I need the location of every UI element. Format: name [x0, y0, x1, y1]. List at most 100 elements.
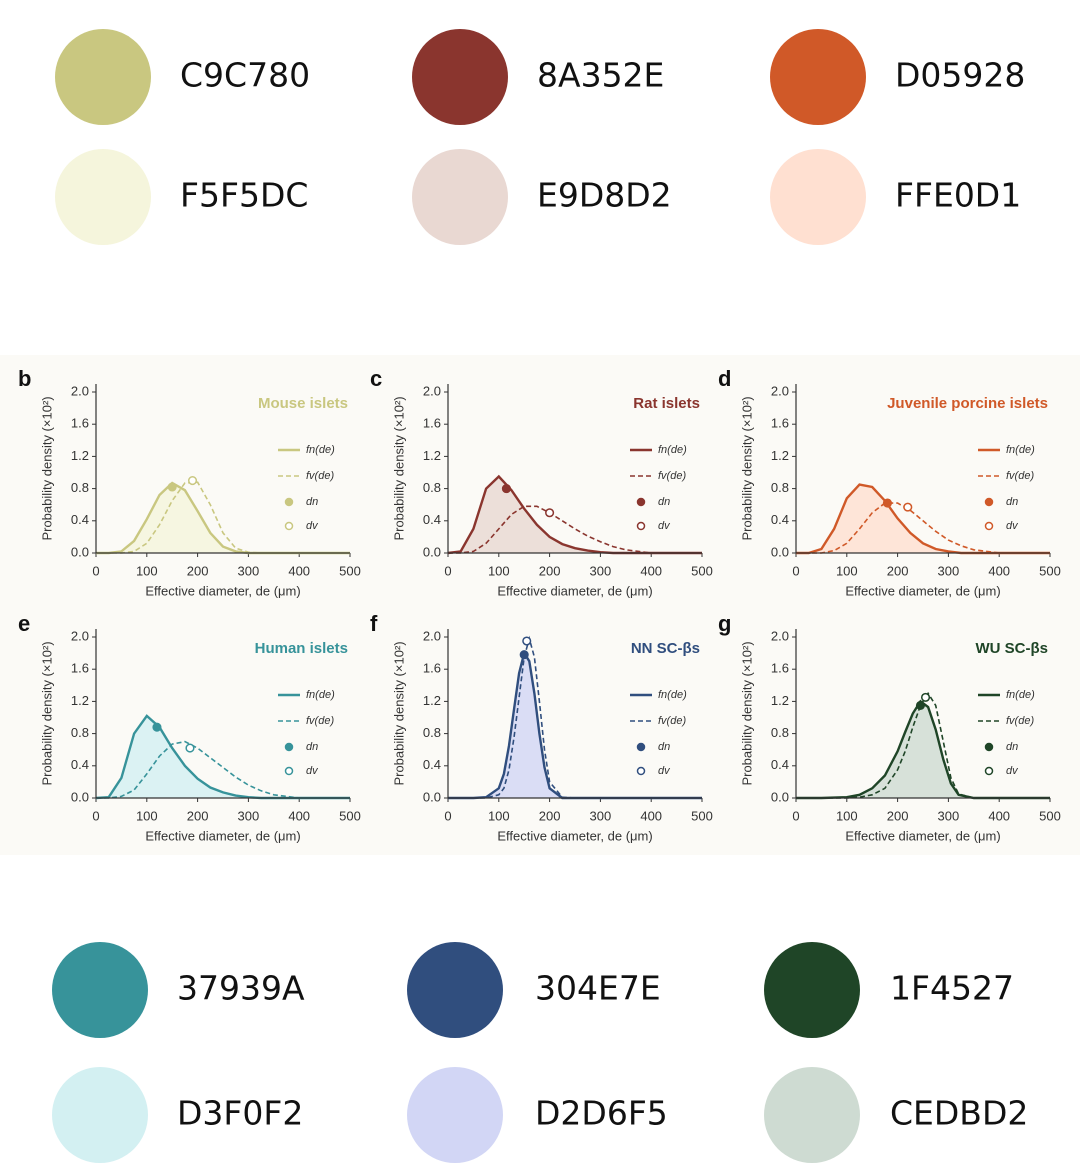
legend-label: dv: [306, 520, 319, 532]
legend-label: fn(de): [658, 689, 687, 701]
color-hex-label: 37939A: [177, 969, 305, 1008]
legend-marker: [984, 766, 994, 776]
y-tick-label: 0.8: [771, 725, 789, 740]
mean-marker: [185, 743, 195, 753]
color-hex-label: 304E7E: [535, 969, 661, 1008]
panel-letter: f: [370, 611, 378, 636]
legend-marker: [284, 521, 294, 531]
x-tick-label: 200: [187, 808, 209, 823]
legend-label: fv(de): [1006, 715, 1034, 727]
color-hex-label: C9C780: [180, 56, 310, 95]
x-tick-label: 200: [887, 563, 909, 578]
area: [96, 715, 350, 798]
chart-title: Mouse islets: [258, 395, 348, 412]
y-tick-label: 1.6: [771, 416, 789, 431]
x-tick-label: 0: [92, 808, 99, 823]
x-axis-label: Effective diameter, de (μm): [845, 583, 1000, 598]
color-hex-label: D05928: [895, 56, 1025, 95]
x-tick-label: 100: [488, 563, 510, 578]
x-tick-label: 500: [691, 563, 713, 578]
y-tick-label: 1.6: [71, 416, 89, 431]
chart-title: Human islets: [255, 640, 348, 657]
y-tick-label: 0.4: [423, 512, 441, 527]
y-axis-label: Probability density (×10²): [391, 641, 406, 785]
x-tick-label: 100: [488, 808, 510, 823]
panel-letter: e: [18, 611, 30, 636]
legend-label: dn: [658, 496, 670, 508]
legend-label: dv: [1006, 765, 1019, 777]
legend-label: fv(de): [306, 715, 334, 727]
area: [796, 701, 1050, 798]
mean-marker: [501, 484, 511, 494]
panel-letter: b: [18, 366, 31, 391]
x-tick-label: 200: [539, 563, 561, 578]
mean-marker: [920, 692, 931, 702]
chart-title: Rat islets: [633, 395, 700, 412]
y-axis-label: Probability density (×10²): [739, 396, 754, 540]
legend-marker: [636, 766, 646, 776]
y-tick-label: 0.8: [71, 480, 89, 495]
line: [796, 502, 1050, 554]
area: [448, 476, 702, 553]
y-tick-label: 0.8: [423, 725, 441, 740]
y-tick-label: 1.6: [423, 661, 441, 676]
area: [796, 484, 1050, 553]
chart-title: NN SC-βs: [631, 640, 700, 657]
x-tick-label: 0: [92, 563, 99, 578]
y-tick-label: 1.6: [771, 661, 789, 676]
y-tick-label: 2.0: [71, 383, 89, 398]
color-swatch: [412, 29, 508, 125]
chart-title: WU SC-βs: [976, 640, 1049, 657]
x-tick-label: 500: [691, 808, 713, 823]
x-tick-label: 200: [539, 808, 561, 823]
y-tick-label: 2.0: [771, 383, 789, 398]
color-swatch: [412, 149, 508, 245]
x-tick-label: 400: [288, 808, 310, 823]
legend-label: fv(de): [658, 715, 686, 727]
x-tick-label: 300: [238, 808, 260, 823]
x-tick-label: 400: [640, 808, 662, 823]
y-tick-label: 0.8: [71, 725, 89, 740]
color-swatch: [764, 1067, 860, 1163]
y-tick-label: 1.6: [71, 661, 89, 676]
x-tick-label: 300: [590, 563, 612, 578]
color-hex-label: D3F0F2: [177, 1094, 303, 1133]
legend-label: fn(de): [306, 689, 335, 701]
mean-marker: [915, 700, 926, 710]
legend-label: dn: [1006, 496, 1018, 508]
y-tick-label: 0.4: [423, 757, 441, 772]
mean-marker: [522, 636, 532, 646]
x-tick-label: 400: [640, 563, 662, 578]
y-tick-label: 0.0: [423, 789, 441, 804]
y-tick-label: 1.2: [771, 448, 789, 463]
x-axis-label: Effective diameter, de (μm): [497, 583, 652, 598]
y-axis-label: Probability density (×10²): [739, 641, 754, 785]
legend-label: fv(de): [306, 470, 334, 482]
y-tick-label: 0.0: [71, 789, 89, 804]
color-swatch: [55, 149, 151, 245]
legend-marker: [636, 742, 646, 752]
x-axis-label: Effective diameter, de (μm): [497, 828, 652, 843]
y-tick-label: 1.2: [423, 448, 441, 463]
y-tick-label: 0.8: [423, 480, 441, 495]
color-hex-label: 1F4527: [890, 969, 1014, 1008]
y-tick-label: 1.2: [71, 448, 89, 463]
x-tick-label: 0: [444, 808, 451, 823]
legend-marker: [984, 497, 994, 507]
color-swatch: [764, 942, 860, 1038]
color-hex-label: F5F5DC: [180, 176, 308, 215]
line: [796, 691, 1050, 799]
mean-marker: [187, 476, 198, 486]
panel-letter: c: [370, 366, 382, 391]
area: [448, 653, 702, 798]
y-tick-label: 1.2: [71, 693, 89, 708]
chart-title: Juvenile porcine islets: [887, 395, 1048, 412]
y-tick-label: 2.0: [71, 628, 89, 643]
legend-label: dn: [306, 741, 318, 753]
x-tick-label: 400: [988, 808, 1010, 823]
line: [96, 481, 350, 554]
x-tick-label: 500: [339, 563, 361, 578]
legend-label: fv(de): [658, 470, 686, 482]
color-swatch: [407, 1067, 503, 1163]
